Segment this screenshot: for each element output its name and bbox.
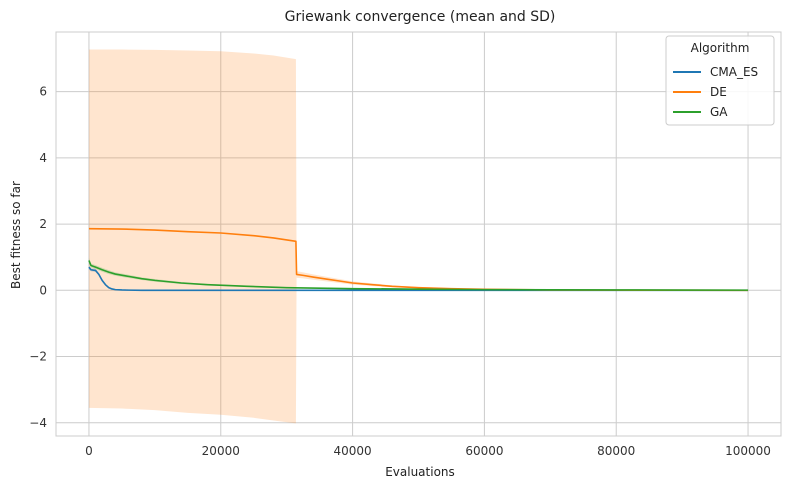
y-axis-ticks: −4 −2 0 2 4 6: [29, 85, 47, 430]
x-tick-label-4: 80000: [597, 444, 635, 458]
y-tick-label-2: 0: [39, 283, 47, 297]
legend-label-cma-es: CMA_ES: [710, 65, 758, 79]
plot-border: [55, 31, 782, 437]
legend-box: [665, 35, 775, 126]
legend-title: Algorithm: [691, 41, 750, 55]
x-axis-ticks: 0 20000 40000 60000 80000 100000: [85, 444, 771, 458]
plot-area: [56, 32, 781, 436]
y-tick-label-4: 4: [39, 151, 47, 165]
x-tick-label-0: 0: [85, 444, 93, 458]
y-tick-label-5: 6: [39, 85, 47, 99]
plot-background: [56, 32, 781, 436]
y-tick-label-1: −2: [29, 350, 47, 364]
series-line-ga: [88, 260, 749, 291]
x-axis-label: Evaluations: [385, 465, 455, 479]
x-tick-label-5: 100000: [725, 444, 771, 458]
y-tick-label-0: −4: [29, 416, 47, 430]
series-line-cma-es: [88, 266, 749, 292]
legend-label-de: DE: [710, 85, 727, 99]
y-axis-label: Best fitness so far: [9, 181, 23, 289]
series-lines: [88, 227, 749, 292]
x-tick-label-3: 60000: [465, 444, 503, 458]
sd-bands: [88, 49, 749, 424]
plot-frame: [55, 31, 782, 437]
chart-title: Griewank convergence (mean and SD): [285, 9, 556, 25]
legend-label-ga: GA: [710, 105, 728, 119]
sd-band-de: [88, 49, 749, 424]
x-tick-label-2: 40000: [333, 444, 371, 458]
y-tick-label-3: 2: [39, 217, 47, 231]
x-tick-label-1: 20000: [202, 444, 240, 458]
legend: Algorithm CMA_ES DE GA: [665, 35, 775, 126]
